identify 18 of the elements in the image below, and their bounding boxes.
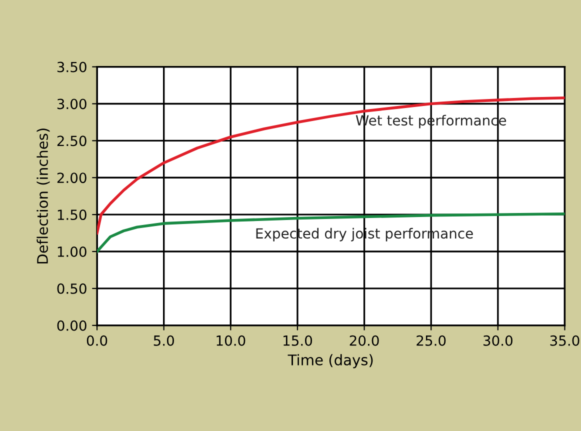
y-axis-title: Deflection (inches) bbox=[36, 128, 50, 264]
x-tick-label: 5.0 bbox=[154, 335, 174, 346]
y-tick-label: 3.50 bbox=[57, 62, 86, 72]
x-tick-label: 15.0 bbox=[284, 335, 312, 346]
y-tick-label: 1.50 bbox=[58, 210, 86, 220]
y-tick-label: 1.00 bbox=[58, 246, 86, 257]
y-tick-label: 2.50 bbox=[57, 136, 86, 146]
x-axis-title: Time (days) bbox=[288, 354, 373, 368]
y-tick-label: 0.50 bbox=[57, 283, 86, 294]
x-tick-label: 10.0 bbox=[216, 335, 246, 346]
y-tick-label: 0.00 bbox=[57, 320, 86, 331]
x-tick-label: 0.0 bbox=[86, 335, 108, 346]
x-tick-label: 25.0 bbox=[416, 335, 446, 346]
x-tick-label: 35.0 bbox=[550, 335, 580, 346]
x-tick-label: 20.0 bbox=[350, 335, 379, 346]
x-tick-label: 30.0 bbox=[484, 335, 512, 346]
y-tick-label: 3.00 bbox=[57, 98, 86, 110]
y-tick-label: 2.00 bbox=[57, 172, 86, 184]
